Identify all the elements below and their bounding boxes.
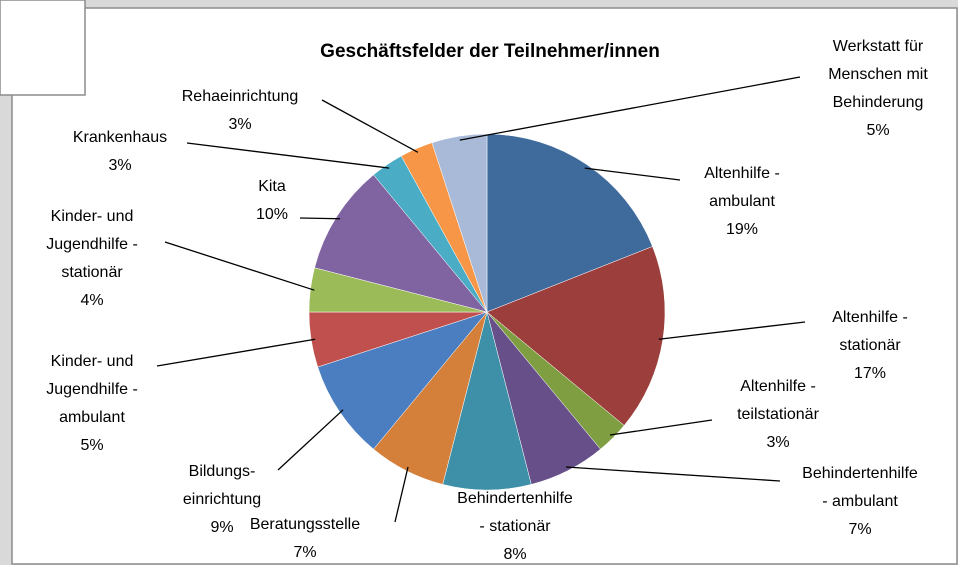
slice-label: Bildungs-einrichtung	[183, 463, 261, 508]
slice-label: Beratungsstelle	[250, 516, 360, 533]
leader-line	[394, 466, 409, 523]
leader-line	[186, 142, 390, 169]
slice-label: Werkstatt für Menschen mit Behinderung	[828, 38, 928, 111]
value-label: 7%	[848, 521, 871, 538]
leader-line	[277, 409, 344, 471]
slice-label: Behindertenhilfe - ambulant	[802, 465, 918, 510]
value-label: 3%	[228, 116, 251, 133]
leader-line	[565, 466, 781, 482]
value-label: 8%	[503, 546, 526, 563]
value-label: 4%	[80, 292, 103, 309]
slice-label: Altenhilfe -stationär	[832, 309, 908, 354]
pie-slice	[314, 174, 488, 313]
pie-slice	[442, 311, 532, 491]
value-label: 19%	[726, 221, 758, 238]
value-label: 17%	[854, 365, 886, 382]
leader-line	[164, 241, 315, 291]
slice-label: Kita	[258, 178, 286, 195]
overlay-panel	[0, 0, 86, 96]
slice-label: Altenhilfe -ambulant	[704, 165, 780, 210]
pie-slice	[486, 246, 666, 426]
slice-label: Krankenhaus	[73, 129, 167, 146]
value-label: 3%	[766, 434, 789, 451]
pie-slice	[486, 133, 653, 313]
leader-line	[658, 321, 806, 340]
value-label: 9%	[210, 519, 233, 536]
value-label: 5%	[866, 122, 889, 139]
chart-title: Geschäftsfelder der Teilnehmer/innen	[320, 41, 660, 62]
slice-label: Kinder- und Jugendhilfe -ambulant	[46, 353, 138, 426]
leader-line	[459, 76, 801, 141]
slice-label: Rehaeinrichtung	[182, 88, 299, 105]
value-label: 3%	[108, 157, 131, 174]
value-label: 10%	[256, 206, 288, 223]
leader-line	[299, 217, 341, 220]
value-label: 7%	[293, 544, 316, 561]
leader-line	[156, 338, 316, 367]
leader-line	[584, 167, 681, 181]
slice-label: Altenhilfe -teilstationär	[737, 378, 819, 423]
slice-label: Kinder- und Jugendhilfe -stationär	[46, 208, 138, 281]
leader-line	[321, 99, 419, 153]
value-label: 5%	[80, 437, 103, 454]
leader-line	[609, 419, 713, 436]
pie-slice	[431, 133, 488, 313]
slice-label: Behindertenhilfe - stationär	[457, 490, 573, 535]
